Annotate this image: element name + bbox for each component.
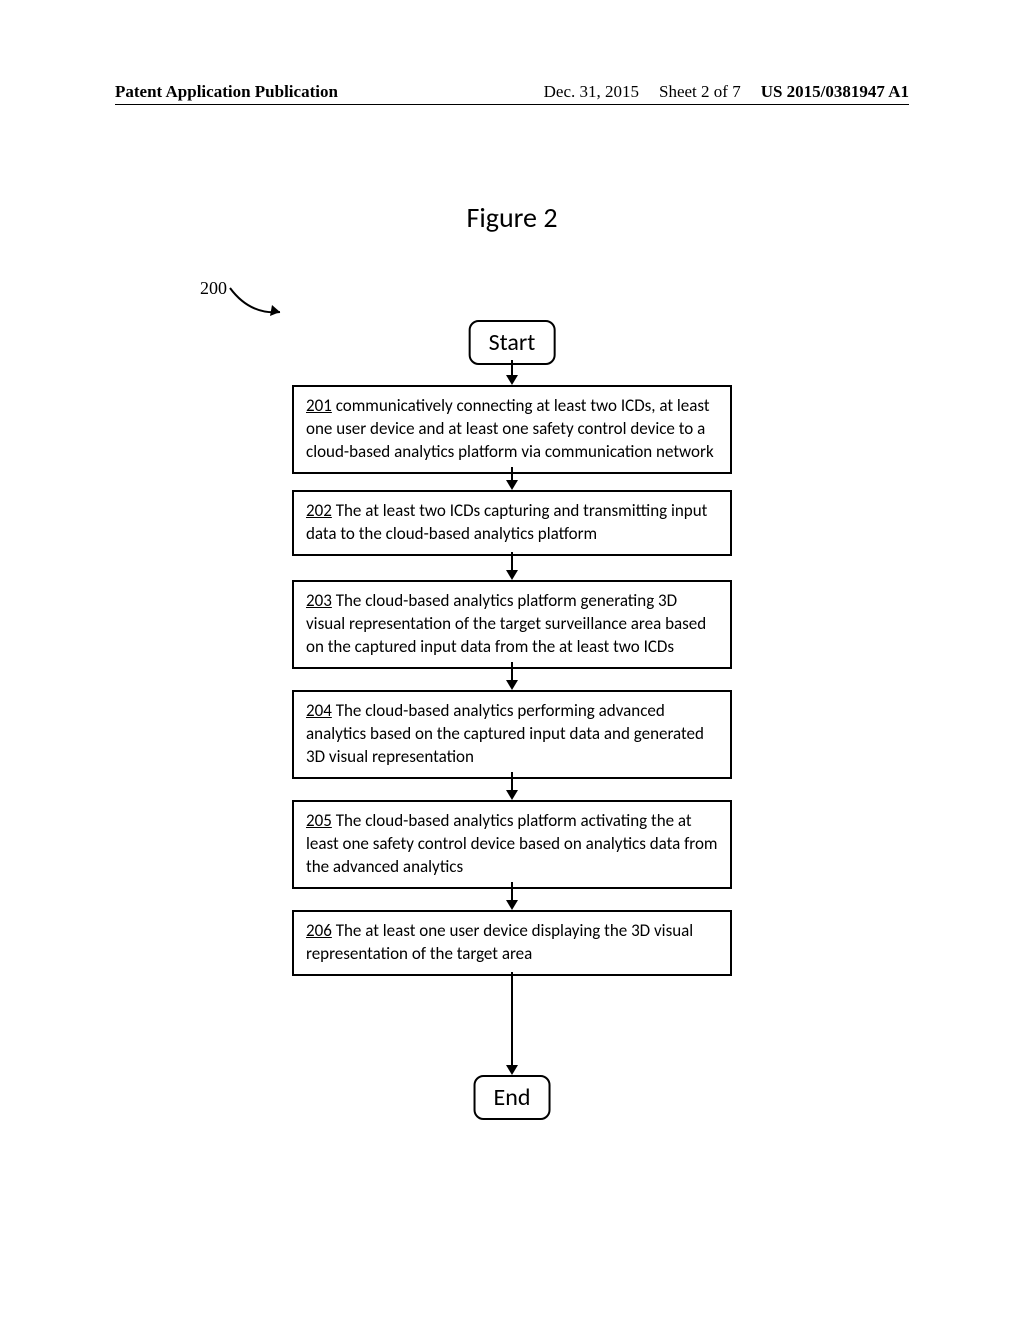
flowchart-step-201: 201 communicatively connecting at least … [292,385,732,474]
figure-title: Figure 2 [0,200,1024,235]
page-header: Patent Application Publication Dec. 31, … [115,82,909,105]
step-number: 203 [306,590,332,611]
step-text: The cloud-based analytics platform activ… [306,810,718,877]
step-text: The at least one user device displaying … [306,920,693,964]
step-number: 201 [306,395,332,416]
flowchart-step-206: 206 The at least one user device display… [292,910,732,976]
step-text: The cloud-based analytics platform gener… [306,590,706,657]
flowchart-step-203: 203 The cloud-based analytics platform g… [292,580,732,669]
header-pubno: US 2015/0381947 A1 [761,82,909,102]
ref-leader-arrow [220,280,310,325]
step-text: The at least two ICDs capturing and tran… [306,500,707,544]
step-text: The cloud-based analytics performing adv… [306,700,704,767]
step-number: 206 [306,920,332,941]
flowchart-step-202: 202 The at least two ICDs capturing and … [292,490,732,556]
flowchart-step-205: 205 The cloud-based analytics platform a… [292,800,732,889]
flowchart-end: End [474,1075,551,1120]
step-number: 205 [306,810,332,831]
header-date: Dec. 31, 2015 [544,82,639,102]
step-text: communicatively connecting at least two … [306,395,714,462]
page: Patent Application Publication Dec. 31, … [0,0,1024,1320]
flowchart-start: Start [469,320,556,365]
flowchart-step-204: 204 The cloud-based analytics performing… [292,690,732,779]
step-number: 202 [306,500,332,521]
step-number: 204 [306,700,332,721]
header-publication: Patent Application Publication [115,82,338,102]
header-sheet: Sheet 2 of 7 [659,82,741,102]
